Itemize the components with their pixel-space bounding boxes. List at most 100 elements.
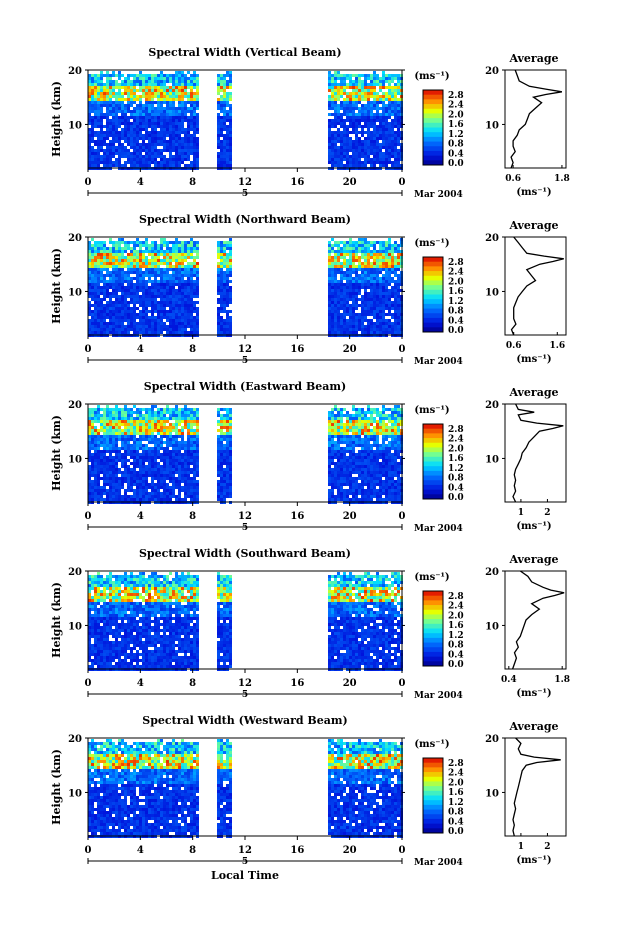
heatmap-cell xyxy=(190,89,193,92)
heatmap-cell xyxy=(145,328,148,331)
heatmap-cell xyxy=(334,286,337,289)
heatmap-cell xyxy=(364,83,367,86)
heatmap-cell xyxy=(130,420,133,423)
heatmap-cell xyxy=(91,498,94,501)
heatmap-cell xyxy=(370,313,373,316)
heatmap-cell xyxy=(328,328,331,331)
heatmap-cell xyxy=(136,113,139,116)
heatmap-cell xyxy=(109,104,112,107)
heatmap-cell xyxy=(127,104,130,107)
heatmap-cell xyxy=(109,310,112,313)
heatmap-cell xyxy=(385,161,388,164)
heatmap-cell xyxy=(145,244,148,247)
heatmap-cell xyxy=(112,498,115,501)
heatmap-cell xyxy=(97,77,100,80)
heatmap-cell xyxy=(184,286,187,289)
heatmap-cell xyxy=(172,316,175,319)
heatmap-cell xyxy=(175,143,178,146)
heatmap-cell xyxy=(133,131,136,134)
heatmap-cell xyxy=(355,137,358,140)
heatmap-cell xyxy=(169,250,172,253)
heatmap-cell xyxy=(151,304,154,307)
heatmap-cell xyxy=(169,80,172,83)
heatmap-cell xyxy=(145,495,148,498)
heatmap-cell xyxy=(121,134,124,137)
heatmap-cell xyxy=(193,71,196,74)
heatmap-cell xyxy=(220,256,223,259)
heatmap-cell xyxy=(196,149,199,152)
heatmap-cell xyxy=(118,468,121,471)
heatmap-cell xyxy=(346,307,349,310)
heatmap-cell xyxy=(106,310,109,313)
heatmap-cell xyxy=(343,250,346,253)
heatmap-cell xyxy=(169,438,172,441)
heatmap-cell xyxy=(358,80,361,83)
heatmap-cell xyxy=(115,474,118,477)
heatmap-cell xyxy=(226,313,229,316)
heatmap-cell xyxy=(193,295,196,298)
heatmap-cell xyxy=(124,313,127,316)
heatmap-cell xyxy=(151,441,154,444)
heatmap-cell xyxy=(91,486,94,489)
heatmap-cell xyxy=(160,456,163,459)
heatmap-cell xyxy=(160,447,163,450)
heatmap-cell xyxy=(178,164,181,167)
x-tick-label: 20 xyxy=(343,344,357,355)
heatmap-cell xyxy=(217,158,220,161)
heatmap-cell xyxy=(184,241,187,244)
heatmap-cell xyxy=(331,325,334,328)
heatmap-cell xyxy=(157,495,160,498)
heatmap-cell xyxy=(334,307,337,310)
heatmap-cell xyxy=(160,134,163,137)
heatmap-cell xyxy=(226,95,229,98)
heatmap-cell xyxy=(154,286,157,289)
heatmap-cell xyxy=(121,274,124,277)
heatmap-cell xyxy=(175,238,178,241)
heatmap-cell xyxy=(109,271,112,274)
heatmap-cell xyxy=(388,74,391,77)
heatmap-cell xyxy=(100,471,103,474)
colorbar-segment xyxy=(423,285,443,291)
heatmap-cell xyxy=(217,262,220,265)
heatmap-cell xyxy=(217,143,220,146)
heatmap-cell xyxy=(184,146,187,149)
heatmap-cell xyxy=(127,426,130,429)
heatmap-cell xyxy=(172,92,175,95)
heatmap-cell xyxy=(106,292,109,295)
heatmap-cell xyxy=(367,158,370,161)
heatmap-cell xyxy=(166,304,169,307)
heatmap-cell xyxy=(373,328,376,331)
heatmap-cell xyxy=(166,405,169,408)
heatmap-cell xyxy=(166,280,169,283)
heatmap-cell xyxy=(121,74,124,77)
heatmap-cell xyxy=(145,161,148,164)
heatmap-cell xyxy=(130,113,133,116)
heatmap-cell xyxy=(127,83,130,86)
heatmap-cell xyxy=(97,137,100,140)
heatmap-cell xyxy=(187,95,190,98)
heatmap-cell xyxy=(196,140,199,143)
heatmap-cell xyxy=(169,444,172,447)
heatmap-cell xyxy=(88,283,91,286)
heatmap-cell xyxy=(94,262,97,265)
heatmap-cell xyxy=(106,247,109,250)
heatmap-cell xyxy=(379,325,382,328)
heatmap-cell xyxy=(121,328,124,331)
heatmap-cell xyxy=(370,286,373,289)
heatmap-cell xyxy=(124,489,127,492)
heatmap-cell xyxy=(178,125,181,128)
y-tick-label: 20 xyxy=(68,66,82,77)
heatmap-cell xyxy=(91,80,94,83)
heatmap-cell xyxy=(151,298,154,301)
heatmap-cell xyxy=(109,483,112,486)
heatmap-cell xyxy=(142,280,145,283)
heatmap-cell xyxy=(169,155,172,158)
heatmap-cell xyxy=(112,164,115,167)
heatmap-cell xyxy=(109,408,112,411)
heatmap-cell xyxy=(115,301,118,304)
heatmap-cell xyxy=(163,468,166,471)
heatmap-cell xyxy=(124,122,127,125)
heatmap-cell xyxy=(169,152,172,155)
heatmap-cell xyxy=(328,98,331,101)
heatmap-cell xyxy=(154,128,157,131)
